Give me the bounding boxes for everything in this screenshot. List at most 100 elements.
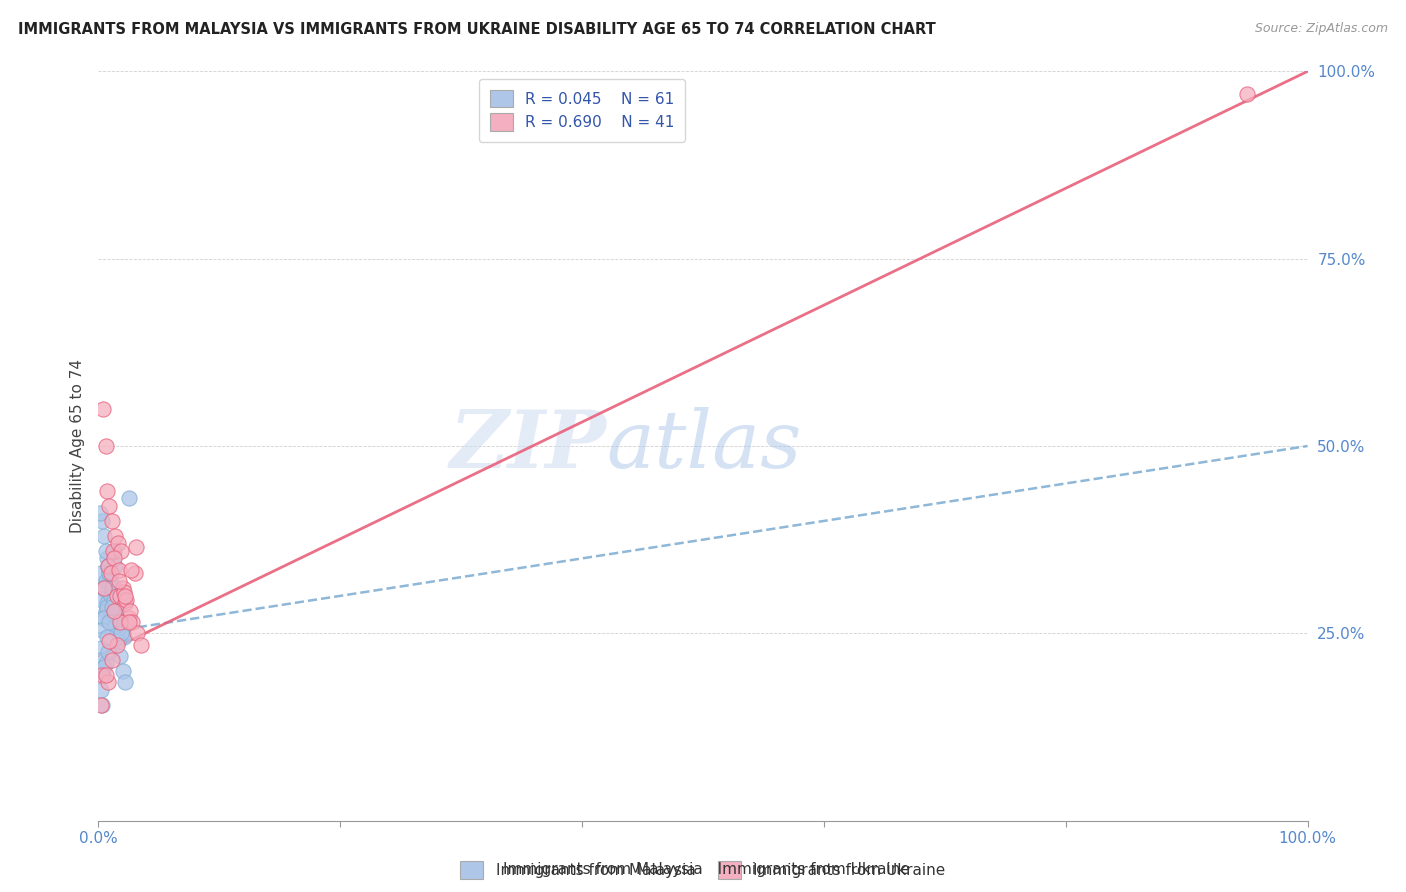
Point <box>91 623 114 637</box>
Point <box>105 596 128 610</box>
Point <box>91 514 114 528</box>
Point <box>107 589 129 603</box>
Point <box>97 558 120 573</box>
Point <box>100 589 122 603</box>
Point <box>98 574 121 588</box>
Point <box>118 611 141 625</box>
Point <box>93 529 115 543</box>
Point <box>105 623 128 637</box>
Point <box>97 645 120 659</box>
Point <box>97 558 120 573</box>
Point <box>112 585 135 599</box>
Point <box>118 615 141 629</box>
Point <box>94 604 117 618</box>
Point <box>91 582 114 596</box>
Point <box>107 536 129 550</box>
Point <box>108 615 131 629</box>
Point <box>100 600 122 615</box>
Point <box>101 577 124 591</box>
Point <box>107 633 129 648</box>
Point <box>93 660 115 674</box>
Point <box>121 615 143 629</box>
Point <box>118 604 141 618</box>
Point <box>97 675 120 690</box>
Y-axis label: Disability Age 65 to 74: Disability Age 65 to 74 <box>69 359 84 533</box>
Point <box>103 604 125 618</box>
Point <box>104 619 127 633</box>
Point <box>89 507 111 521</box>
Point <box>98 615 121 629</box>
Point <box>105 604 128 618</box>
Point <box>91 401 114 416</box>
Point <box>114 596 136 610</box>
Point <box>98 633 121 648</box>
Point <box>98 566 121 581</box>
Point <box>100 582 122 596</box>
Point <box>94 574 117 588</box>
Point <box>108 648 131 663</box>
Point <box>104 529 127 543</box>
Point <box>100 652 122 666</box>
Text: IMMIGRANTS FROM MALAYSIA VS IMMIGRANTS FROM UKRAINE DISABILITY AGE 65 TO 74 CORR: IMMIGRANTS FROM MALAYSIA VS IMMIGRANTS F… <box>18 22 936 37</box>
Point <box>100 589 122 603</box>
Point <box>127 626 149 640</box>
Point <box>104 558 127 573</box>
Point <box>96 596 118 610</box>
Legend: Immigrants from Malaysia, Immigrants from Ukraine: Immigrants from Malaysia, Immigrants fro… <box>453 854 953 886</box>
Point <box>108 574 131 588</box>
Point <box>91 611 114 625</box>
Point <box>94 667 117 681</box>
Point <box>124 566 146 581</box>
Point <box>110 626 132 640</box>
Point <box>94 439 117 453</box>
Point <box>91 667 114 681</box>
Point <box>120 563 142 577</box>
Point <box>90 566 112 581</box>
Point <box>114 675 136 690</box>
Point <box>108 563 131 577</box>
Point <box>100 585 122 599</box>
Text: Source: ZipAtlas.com: Source: ZipAtlas.com <box>1254 22 1388 36</box>
Point <box>100 566 122 581</box>
Point <box>101 544 124 558</box>
Point <box>96 630 118 644</box>
Point <box>103 551 125 566</box>
Point <box>101 607 124 622</box>
Point <box>93 582 115 596</box>
Point <box>93 582 115 596</box>
Text: Immigrants from Malaysia: Immigrants from Malaysia <box>503 863 703 877</box>
Point <box>90 641 112 656</box>
Text: ZIP: ZIP <box>450 408 606 484</box>
Point <box>89 652 111 666</box>
Point <box>108 600 131 615</box>
Point <box>108 619 131 633</box>
Point <box>94 544 117 558</box>
Point <box>90 682 112 697</box>
Point <box>103 592 125 607</box>
Point <box>111 626 134 640</box>
Point <box>90 698 112 712</box>
Point <box>125 540 148 554</box>
Point <box>115 592 138 607</box>
Point <box>111 664 134 678</box>
Point <box>108 589 131 603</box>
Point <box>96 600 118 615</box>
Point <box>93 611 115 625</box>
Point <box>96 551 118 566</box>
Point <box>129 638 152 652</box>
Point <box>98 566 121 581</box>
Point <box>100 514 122 528</box>
Point <box>108 615 131 629</box>
Point <box>98 499 121 513</box>
Point <box>91 667 114 681</box>
Point <box>118 491 141 506</box>
Point <box>103 544 125 558</box>
Point <box>91 698 114 712</box>
Text: atlas: atlas <box>606 408 801 484</box>
Point <box>91 592 114 607</box>
Point <box>105 589 128 603</box>
Point <box>114 589 136 603</box>
Point <box>97 558 120 573</box>
Text: Immigrants from Ukraine: Immigrants from Ukraine <box>703 863 910 877</box>
Point <box>96 483 118 498</box>
